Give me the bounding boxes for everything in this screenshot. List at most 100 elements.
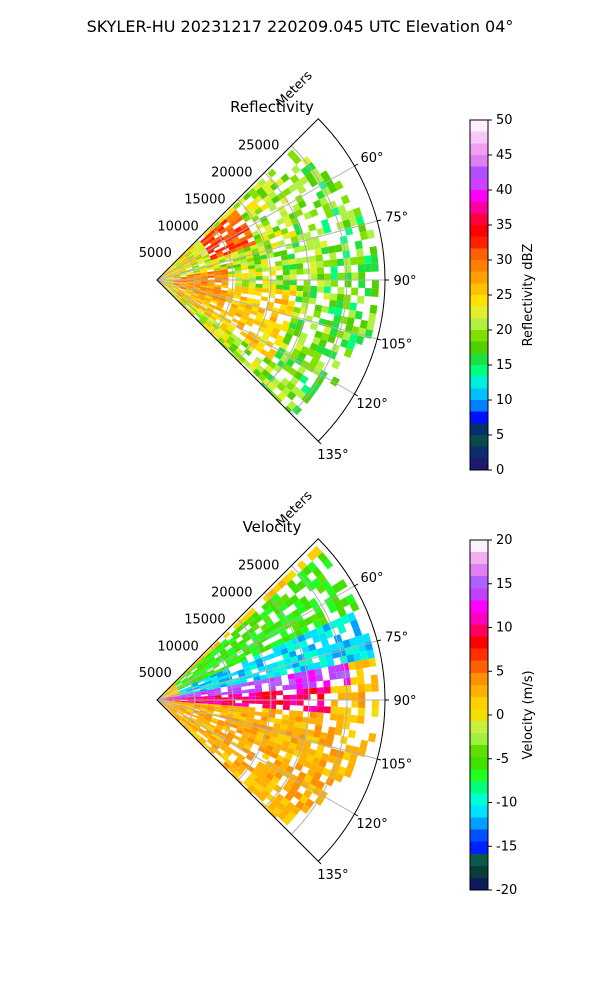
radar-bin: [198, 293, 206, 298]
radar-bin: [366, 321, 375, 331]
radar-bin: [233, 340, 241, 348]
radar-bin: [185, 266, 193, 270]
radar-bin: [329, 293, 338, 301]
radar-bin: [224, 721, 232, 727]
radar-bin: [175, 680, 182, 686]
radar-bin: [212, 650, 220, 657]
colorbar-tick-label: 0: [496, 708, 504, 723]
radar-bin: [198, 666, 206, 673]
radar-bin: [181, 716, 189, 722]
reflectivity-grid: [156, 118, 386, 442]
radar-bin: [215, 223, 223, 231]
radar-bin: [238, 672, 246, 678]
radar-bin: [238, 252, 246, 258]
radar-bin: [322, 558, 334, 570]
radar-bin: [317, 280, 325, 287]
radar-bin: [300, 165, 311, 176]
radar-bin: [242, 359, 252, 368]
radar-bin: [204, 731, 212, 738]
radar-bin: [199, 306, 207, 312]
radar-bin: [309, 357, 320, 367]
radar-bin: [181, 678, 189, 684]
radar-bin: [262, 593, 272, 603]
radar-bin: [203, 230, 211, 237]
radar-bin: [227, 217, 236, 225]
radar-bin: [286, 390, 297, 401]
colorbar-tick-label: 5: [496, 428, 504, 443]
radar-bin: [217, 327, 225, 335]
radar-bin: [313, 241, 322, 250]
radial-tick-label: 20000: [211, 586, 252, 601]
radar-bin: [173, 280, 181, 282]
radar-bin: [276, 637, 285, 646]
radar-bin: [306, 161, 316, 172]
radar-bin: [235, 280, 243, 284]
radar-bin: [287, 569, 297, 580]
radar-bin: [356, 668, 364, 677]
radar-bin: [173, 258, 180, 265]
radar-bin: [189, 716, 197, 722]
radar-bin: [166, 280, 174, 282]
radar-bin: [193, 702, 201, 706]
radar-bin: [206, 287, 215, 292]
radar-bin: [259, 720, 268, 726]
radar-bin: [169, 710, 176, 716]
radar-bin: [166, 703, 173, 707]
radar-bin: [199, 711, 207, 716]
radar-bin: [289, 710, 297, 717]
radar-bin: [254, 195, 263, 204]
radar-bin: [222, 641, 231, 649]
radar-bin: [299, 175, 309, 186]
radar-bin: [239, 330, 248, 338]
radar-bin: [174, 295, 181, 301]
radar-bin: [203, 299, 211, 304]
radar-bin: [291, 623, 301, 632]
radar-bin: [371, 700, 379, 709]
radar-bin: [297, 619, 307, 629]
radar-bin: [303, 231, 312, 240]
radar-bin: [316, 573, 328, 584]
radar-bin: [285, 765, 295, 774]
radar-bin: [261, 789, 271, 798]
radar-bin: [371, 280, 379, 289]
radar-bin: [175, 261, 182, 267]
radar-bin: [220, 309, 229, 315]
radar-bin: [195, 675, 203, 681]
radar-bin: [281, 806, 292, 817]
colorbar-tick-label: 15: [496, 577, 513, 592]
radar-bin: [193, 672, 201, 678]
radar-bin: [219, 731, 228, 738]
radar-bin: [178, 300, 185, 306]
radar-bin: [200, 274, 208, 277]
radar-bin: [262, 275, 270, 280]
radar-bin: [207, 249, 215, 255]
radar-bin: [214, 697, 222, 700]
radar-bin: [186, 284, 194, 288]
radar-bin: [248, 283, 256, 288]
radar-bin: [179, 693, 187, 696]
radar-bin: [181, 296, 189, 302]
radar-bin: [174, 715, 181, 721]
radar-bin: [199, 248, 207, 254]
radar-bin: [240, 659, 249, 666]
radar-bin: [317, 700, 325, 707]
radar-bin: [235, 283, 243, 287]
radar-bin: [334, 244, 343, 253]
radar-bin: [175, 714, 182, 720]
radar-bin: [361, 658, 370, 669]
radar-bin: [233, 632, 241, 640]
radar-bin: [212, 230, 220, 237]
radar-bin: [194, 312, 202, 319]
radar-bin: [348, 753, 358, 763]
radar-bin: [233, 760, 241, 768]
radar-bin: [274, 351, 283, 360]
radar-bin: [351, 272, 359, 280]
radar-bin: [230, 762, 239, 771]
radar-bin: [233, 659, 241, 666]
radar-bin: [261, 318, 270, 325]
radar-bin: [371, 682, 379, 692]
radar-bin: [179, 269, 186, 273]
radar-bin: [230, 251, 239, 257]
radar-bin: [217, 675, 226, 681]
radar-bin: [207, 271, 215, 275]
